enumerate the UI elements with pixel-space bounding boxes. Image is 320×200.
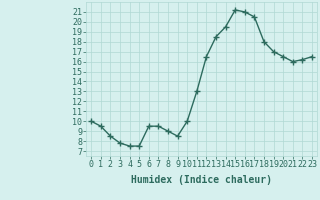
X-axis label: Humidex (Indice chaleur): Humidex (Indice chaleur) <box>131 175 272 185</box>
